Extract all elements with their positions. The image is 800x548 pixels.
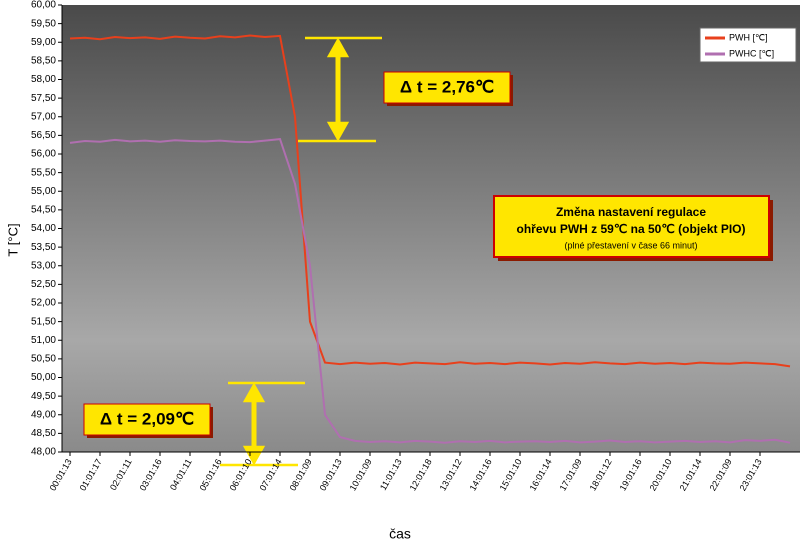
y-tick-label: 55,00: [31, 186, 56, 197]
x-tick-label: 20:01:10: [648, 457, 674, 492]
x-tick-label: 05:01:16: [198, 457, 224, 492]
y-tick-label: 58,50: [31, 56, 56, 67]
y-tick-label: 59,50: [31, 18, 56, 29]
x-tick-label: 02:01:11: [108, 457, 134, 492]
y-tick-label: 53,50: [31, 242, 56, 253]
y-tick-label: 49,00: [31, 409, 56, 420]
y-tick-label: 57,00: [31, 111, 56, 122]
y-tick-label: 48,00: [31, 447, 56, 458]
delta-box: [383, 71, 511, 104]
y-tick-label: 54,00: [31, 223, 56, 234]
x-tick-label: 09:01:13: [318, 457, 344, 492]
y-tick-label: 53,00: [31, 260, 56, 271]
y-axis-title: T [°C]: [5, 223, 20, 256]
x-tick-label: 13:01:12: [438, 457, 464, 492]
y-tick-label: 52,50: [31, 279, 56, 290]
x-tick-label: 03:01:16: [138, 457, 164, 492]
y-tick-label: 49,50: [31, 391, 56, 402]
x-tick-label: 01:01:17: [78, 457, 104, 492]
y-tick-label: 52,00: [31, 298, 56, 309]
x-tick-label: 16:01:14: [528, 457, 554, 492]
x-tick-label: 18:01:12: [588, 457, 614, 492]
x-tick-label: 21:01:14: [678, 457, 704, 492]
y-tick-label: 59,00: [31, 37, 56, 48]
x-tick-label: 08:01:09: [288, 457, 314, 492]
y-tick-label: 51,50: [31, 316, 56, 327]
markers: [220, 36, 382, 467]
legend-label: PWH [℃]: [729, 32, 768, 42]
delta-top: Δ t = 2,76℃: [400, 77, 494, 96]
x-tick-label: 10:01:09: [348, 457, 374, 492]
y-tick-label: 54,50: [31, 205, 56, 216]
y-tick-label: 57,50: [31, 93, 56, 104]
y-tick-label: 51,00: [31, 335, 56, 346]
arrow-head: [242, 382, 266, 403]
x-tick-label: 00:01:13: [48, 457, 74, 492]
y-tick-label: 58,00: [31, 74, 56, 85]
x-tick-label: 11:01:13: [378, 457, 404, 492]
x-axis-title: čas: [389, 526, 411, 542]
legend: [699, 27, 797, 63]
delta-bottom: Δ t = 2,09℃: [100, 409, 194, 428]
arrow-head: [326, 121, 350, 142]
y-tick-label: 56,00: [31, 149, 56, 160]
arrow-head: [326, 37, 350, 58]
series-line: [69, 138, 791, 444]
y-tick-label: 56,50: [31, 130, 56, 141]
x-tick-label: 22:01:09: [708, 457, 734, 492]
note-box: [493, 195, 770, 258]
y-tick-label: 60,00: [31, 0, 56, 11]
x-tick-label: 12:01:18: [408, 457, 434, 492]
y-tick-label: 48,50: [31, 428, 56, 439]
x-tick-label: 04:01:11: [168, 457, 194, 492]
x-tick-label: 17:01:09: [558, 457, 584, 492]
series-line: [69, 34, 791, 368]
plot: [69, 34, 791, 444]
note: (plné přestavení v čase 66 minut): [564, 240, 697, 250]
note: Změna nastavení regulace: [556, 205, 706, 219]
x-tick-label: 19:01:16: [618, 457, 644, 492]
y-tick-label: 55,50: [31, 167, 56, 178]
x-tick-label: 06:01:10: [228, 457, 254, 492]
x-tick-label: 07:01:14: [258, 457, 284, 492]
delta-box: [83, 403, 211, 436]
y-tick-label: 50,00: [31, 372, 56, 383]
note: ohřevu PWH z 59℃ na 50℃ (objekt PIO): [517, 222, 746, 236]
x-tick-label: 23:01:13: [738, 457, 764, 492]
y-tick-label: 50,50: [31, 354, 56, 365]
legend-label: PWHC [℃]: [729, 48, 774, 58]
x-tick-label: 14:01:16: [468, 457, 494, 492]
x-tick-label: 15:01:10: [498, 457, 524, 492]
